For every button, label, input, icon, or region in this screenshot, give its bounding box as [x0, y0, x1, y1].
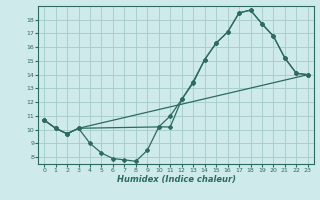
- X-axis label: Humidex (Indice chaleur): Humidex (Indice chaleur): [116, 175, 236, 184]
